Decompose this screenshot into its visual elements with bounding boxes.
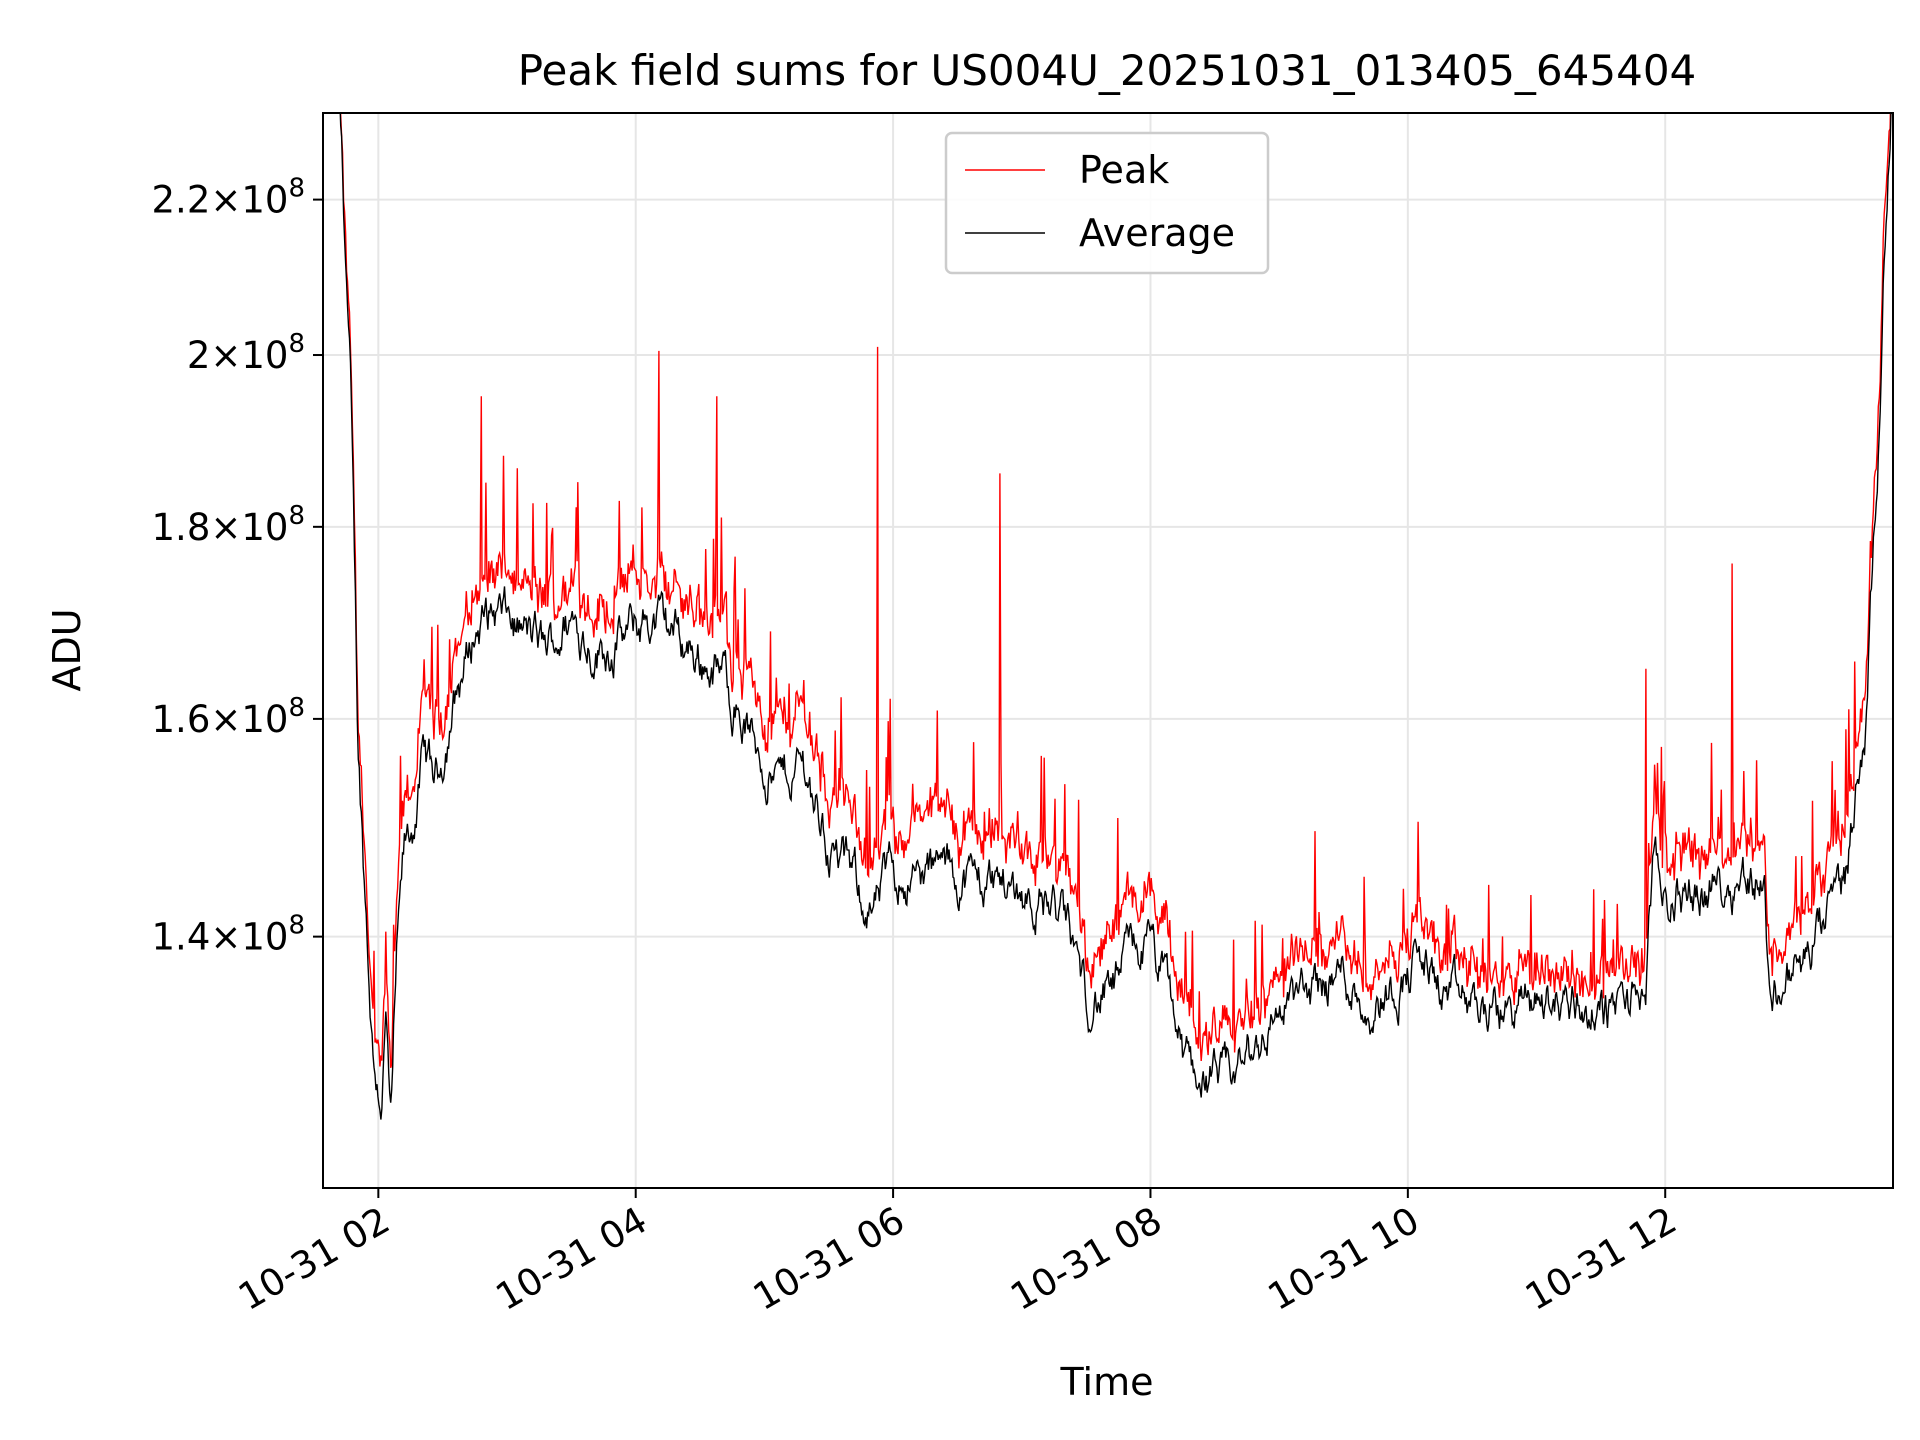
y-tick-label: 2.2×108	[152, 174, 305, 222]
legend-label-peak: Peak	[1079, 148, 1169, 192]
legend-box	[944, 131, 1270, 275]
y-tick-mantissa: 2	[187, 334, 211, 377]
y-tick-mantissa: 1.4	[152, 916, 211, 959]
y-tick-exponent: 8	[288, 693, 305, 723]
y-tick-times: ×10	[210, 179, 288, 222]
series-line-peak	[339, 113, 1892, 1069]
chart-title: Peak field sums for US004U_20251031_0134…	[518, 46, 1697, 95]
y-tick-label: 1.8×108	[152, 501, 305, 549]
y-tick-exponent: 8	[288, 174, 305, 204]
y-tick-times: ×10	[210, 698, 288, 741]
y-tick-label: 2×108	[187, 329, 305, 377]
y-tick-exponent: 8	[288, 329, 305, 359]
y-tick-mantissa: 2.2	[152, 179, 211, 222]
y-axis-label: ADU	[45, 608, 89, 691]
y-tick-times: ×10	[210, 916, 288, 959]
y-tick-mantissa: 1.6	[152, 698, 211, 741]
series-line-average	[339, 113, 1892, 1120]
plot-frame	[322, 112, 1894, 1189]
y-tick-mantissa: 1.8	[152, 506, 211, 549]
x-axis-label: Time	[1060, 1360, 1154, 1404]
legend: Peak Average	[944, 131, 1270, 275]
y-tick-times: ×10	[210, 506, 288, 549]
legend-label-average: Average	[1079, 211, 1235, 255]
y-tick-label: 1.4×108	[152, 911, 305, 959]
y-tick-exponent: 8	[288, 501, 305, 531]
y-tick-exponent: 8	[288, 911, 305, 941]
y-tick-times: ×10	[210, 334, 288, 377]
y-tick-label: 1.6×108	[152, 693, 305, 741]
series-group	[339, 113, 1892, 1120]
